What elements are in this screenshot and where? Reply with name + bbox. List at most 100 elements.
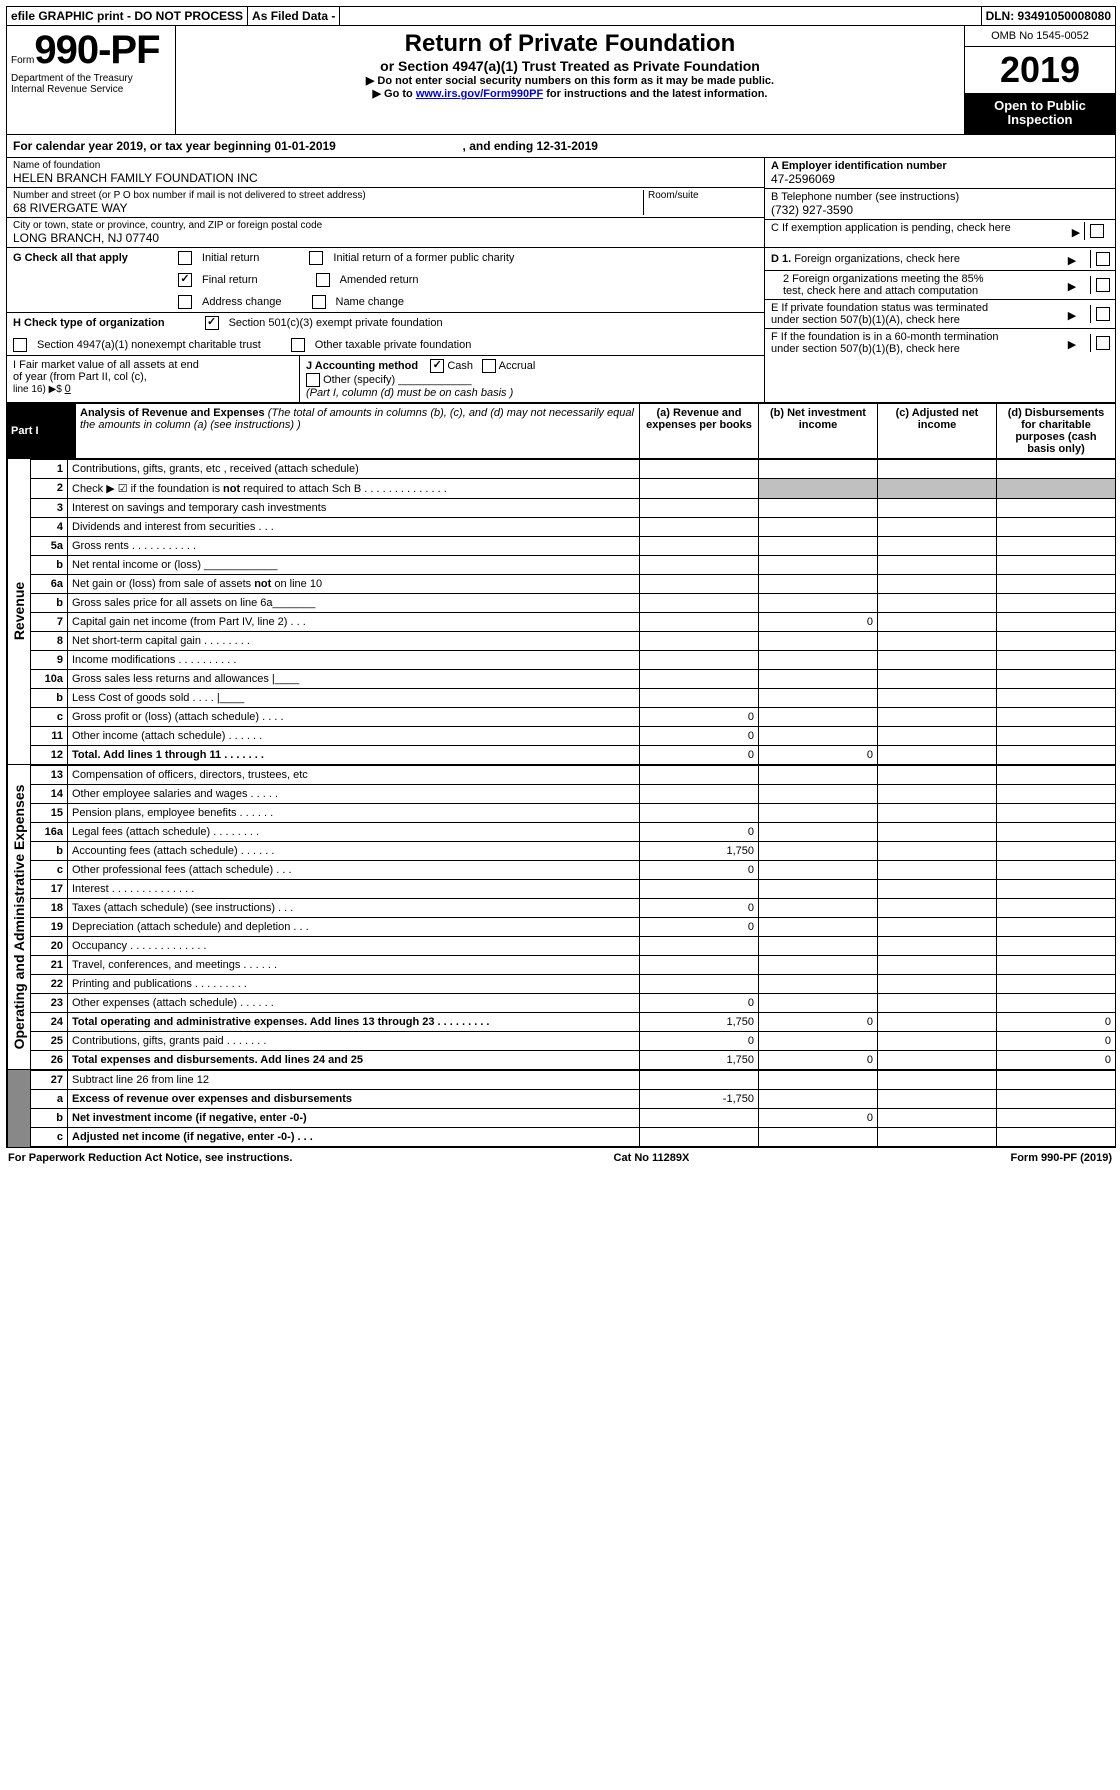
table-row: 5aGross rents . . . . . . . . . . . — [31, 536, 1115, 555]
table-row: 24Total operating and administrative exp… — [31, 1012, 1115, 1031]
table-row: 19Depreciation (attach schedule) and dep… — [31, 917, 1115, 936]
ein-value: 47-2596069 — [771, 172, 1109, 186]
table-row: cGross profit or (loss) (attach schedule… — [31, 707, 1115, 726]
efile-notice: efile GRAPHIC print - DO NOT PROCESS — [7, 7, 248, 25]
name-label: Name of foundation — [13, 160, 758, 171]
table-row: bAccounting fees (attach schedule) . . .… — [31, 841, 1115, 860]
name-change-cb[interactable] — [312, 295, 326, 309]
form-footer: Form 990-PF (2019) — [1010, 1152, 1112, 1164]
dln: DLN: 93491050008080 — [982, 7, 1115, 25]
col-d-header: (d) Disbursements for charitable purpose… — [997, 403, 1116, 459]
ein-label: A Employer identification number — [771, 160, 1109, 172]
summary-section: 27Subtract line 26 from line 12aExcess o… — [7, 1070, 1115, 1147]
phone-label: B Telephone number (see instructions) — [771, 191, 1109, 203]
table-row: bNet investment income (if negative, ent… — [31, 1108, 1115, 1127]
table-row: 22Printing and publications . . . . . . … — [31, 974, 1115, 993]
addr-value: 68 RIVERGATE WAY — [13, 201, 643, 215]
table-row: 15Pension plans, employee benefits . . .… — [31, 803, 1115, 822]
amended-cb[interactable] — [316, 273, 330, 287]
table-row: 2Check ▶ ☑ if the foundation is not requ… — [31, 478, 1115, 498]
table-row: 13Compensation of officers, directors, t… — [31, 765, 1115, 784]
room-label: Room/suite — [648, 190, 758, 201]
top-bar: efile GRAPHIC print - DO NOT PROCESS As … — [7, 7, 1115, 26]
table-row: bGross sales price for all assets on lin… — [31, 593, 1115, 612]
table-row: 3Interest on savings and temporary cash … — [31, 498, 1115, 517]
c-checkbox[interactable] — [1090, 224, 1104, 238]
f-cb[interactable] — [1096, 336, 1110, 350]
summary-table: 27Subtract line 26 from line 12aExcess o… — [31, 1070, 1115, 1147]
table-row: cOther professional fees (attach schedul… — [31, 860, 1115, 879]
cat-number: Cat No 11289X — [614, 1152, 690, 1164]
final-return-cb[interactable]: ✓ — [178, 273, 192, 287]
ij-row: I Fair market value of all assets at end… — [7, 356, 764, 402]
foundation-name: HELEN BRANCH FAMILY FOUNDATION INC — [13, 171, 758, 185]
arrow-icon: ▶ — [1064, 276, 1080, 293]
col-b-header: (b) Net investment income — [759, 403, 878, 459]
form-subtitle: or Section 4947(a)(1) Trust Treated as P… — [180, 58, 960, 74]
table-row: 25Contributions, gifts, grants paid . . … — [31, 1031, 1115, 1050]
topbar-spacer — [340, 7, 981, 25]
col-a-header: (a) Revenue and expenses per books — [640, 403, 759, 459]
form-number-block: Form990-PF Department of the Treasury In… — [7, 26, 176, 134]
form-container: efile GRAPHIC print - DO NOT PROCESS As … — [6, 6, 1116, 1148]
d2-cb[interactable] — [1096, 278, 1110, 292]
as-filed: As Filed Data - — [248, 7, 340, 25]
table-row: 9Income modifications . . . . . . . . . … — [31, 650, 1115, 669]
table-row: 10aGross sales less returns and allowanc… — [31, 669, 1115, 688]
expenses-side-label: Operating and Administrative Expenses — [11, 784, 27, 1049]
table-row: 7Capital gain net income (from Part IV, … — [31, 612, 1115, 631]
table-row: 18Taxes (attach schedule) (see instructi… — [31, 898, 1115, 917]
city-value: LONG BRANCH, NJ 07740 — [13, 231, 758, 245]
table-row: 1Contributions, gifts, grants, etc , rec… — [31, 459, 1115, 478]
form-title: Return of Private Foundation — [180, 30, 960, 58]
table-row: cAdjusted net income (if negative, enter… — [31, 1127, 1115, 1146]
table-row: bNet rental income or (loss) ___________… — [31, 555, 1115, 574]
paperwork-notice: For Paperwork Reduction Act Notice, see … — [8, 1152, 292, 1164]
d1-cb[interactable] — [1096, 252, 1110, 266]
table-row: bLess Cost of goods sold . . . . |____ — [31, 688, 1115, 707]
form-number: 990-PF — [34, 28, 159, 72]
initial-former-cb[interactable] — [309, 251, 323, 265]
fmv-value: 0 — [65, 383, 71, 395]
expenses-section: Operating and Administrative Expenses 13… — [7, 765, 1115, 1070]
revenue-side-label: Revenue — [11, 582, 27, 640]
cash-cb[interactable]: ✓ — [430, 359, 444, 373]
other-taxable-cb[interactable] — [291, 338, 305, 352]
calendar-year-line: For calendar year 2019, or tax year begi… — [7, 135, 1115, 158]
instruction-1: Do not enter social security numbers on … — [180, 74, 960, 87]
table-row: 6aNet gain or (loss) from sale of assets… — [31, 574, 1115, 593]
table-row: 12Total. Add lines 1 through 11 . . . . … — [31, 745, 1115, 764]
table-row: 16aLegal fees (attach schedule) . . . . … — [31, 822, 1115, 841]
g-row: G Check all that apply Initial return In… — [7, 248, 764, 313]
501c3-cb[interactable]: ✓ — [205, 316, 219, 330]
revenue-table: 1Contributions, gifts, grants, etc , rec… — [31, 459, 1115, 765]
omb-number: OMB No 1545-0052 — [965, 26, 1115, 47]
table-row: 21Travel, conferences, and meetings . . … — [31, 955, 1115, 974]
table-row: aExcess of revenue over expenses and dis… — [31, 1089, 1115, 1108]
table-row: 14Other employee salaries and wages . . … — [31, 784, 1115, 803]
page-footer: For Paperwork Reduction Act Notice, see … — [6, 1148, 1114, 1164]
h-row: H Check type of organization ✓Section 50… — [7, 313, 764, 356]
e-cb[interactable] — [1096, 307, 1110, 321]
treasury-dept: Department of the Treasury — [11, 73, 171, 84]
open-public-badge: Open to Public Inspection — [965, 93, 1115, 134]
4947-cb[interactable] — [13, 338, 27, 352]
table-row: 23Other expenses (attach schedule) . . .… — [31, 993, 1115, 1012]
form-title-block: Return of Private Foundation or Section … — [176, 26, 964, 134]
table-row: 8Net short-term capital gain . . . . . .… — [31, 631, 1115, 650]
table-row: 26Total expenses and disbursements. Add … — [31, 1050, 1115, 1069]
year-block: OMB No 1545-0052 2019 Open to Public Ins… — [964, 26, 1115, 134]
table-row: 17Interest . . . . . . . . . . . . . . — [31, 879, 1115, 898]
initial-return-cb[interactable] — [178, 251, 192, 265]
accrual-cb[interactable] — [482, 359, 496, 373]
arrow-icon: ▶ — [1064, 334, 1080, 351]
addr-change-cb[interactable] — [178, 295, 192, 309]
other-method-cb[interactable] — [306, 373, 320, 387]
part1-title: Analysis of Revenue and Expenses — [80, 407, 268, 419]
d1-label: Foreign organizations, check here — [794, 253, 960, 265]
irs-label: Internal Revenue Service — [11, 84, 171, 95]
addr-label: Number and street (or P O box number if … — [13, 190, 643, 201]
irs-link[interactable]: www.irs.gov/Form990PF — [416, 88, 543, 100]
revenue-section: Revenue 1Contributions, gifts, grants, e… — [7, 459, 1115, 765]
form-prefix: Form — [11, 55, 34, 66]
